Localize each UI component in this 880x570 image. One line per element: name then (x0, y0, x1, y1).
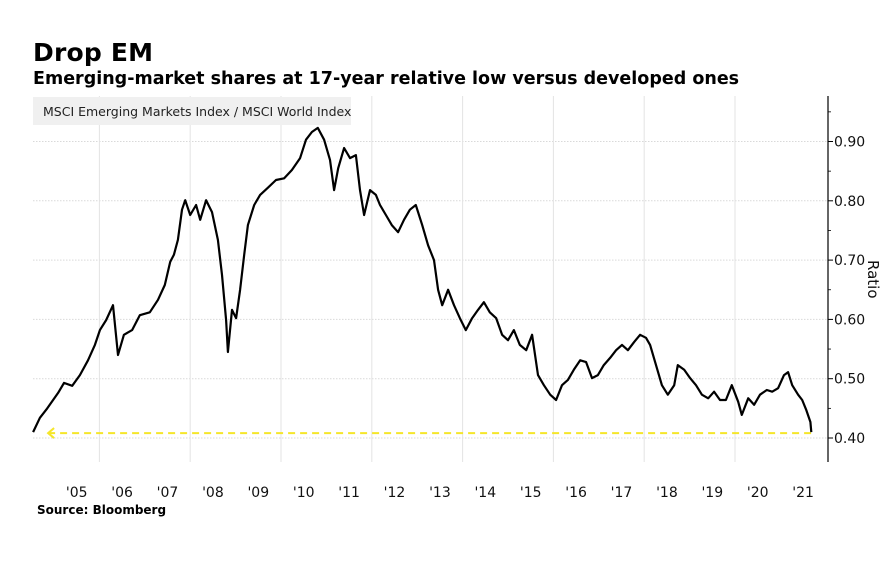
x-tick-label: '10 (293, 485, 315, 501)
y-tick-label: 0.40 (834, 431, 865, 447)
x-ticks: '05 '06 '07 '08 '09 '10 '11 '12 '13 '14 '15 '16 '17 '… (66, 485, 814, 501)
x-tick-label: '19 (701, 485, 723, 501)
x-tick-label: '14 (474, 485, 496, 501)
series-group (32, 126, 813, 433)
vertical-gridlines (98, 96, 736, 462)
chart-subtitle: Emerging-market shares at 17-year relati… (33, 69, 740, 89)
annotation-arrowhead-icon (46, 427, 55, 439)
chart-title: Drop EM (33, 38, 154, 67)
x-tick-label: '11 (338, 485, 360, 501)
y-axis-title: Ratio (864, 260, 880, 299)
x-tick-label: '17 (611, 485, 633, 501)
y-ticks: 0.40 0.50 0.60 0.70 0.80 0.90 (828, 111, 865, 447)
x-tick-label: '16 (565, 485, 587, 501)
y-tick-label: 0.80 (834, 194, 865, 210)
x-tick-label: '12 (384, 485, 406, 501)
x-tick-label: '21 (792, 485, 814, 501)
y-tick-label: 0.60 (834, 312, 865, 328)
x-tick-label: '05 (66, 485, 88, 501)
legend-label: MSCI Emerging Markets Index / MSCI World… (43, 103, 352, 119)
series-line (32, 126, 813, 433)
y-tick-label: 0.50 (834, 372, 865, 388)
y-tick-label: 0.90 (834, 135, 865, 151)
source-note: Source: Bloomberg (37, 503, 167, 517)
x-tick-label: '08 (202, 485, 224, 501)
x-tick-label: '15 (520, 485, 542, 501)
x-tick-label: '09 (247, 485, 269, 501)
x-tick-label: '20 (747, 485, 769, 501)
y-tick-label: 0.70 (834, 253, 865, 269)
low-level-annotation (46, 427, 812, 439)
x-tick-label: '06 (111, 485, 133, 501)
x-tick-label: '13 (429, 485, 451, 501)
x-tick-label: '07 (157, 485, 179, 501)
legend: MSCI Emerging Markets Index / MSCI World… (33, 97, 351, 125)
x-tick-label: '18 (656, 485, 678, 501)
horizontal-gridlines (33, 141, 828, 439)
